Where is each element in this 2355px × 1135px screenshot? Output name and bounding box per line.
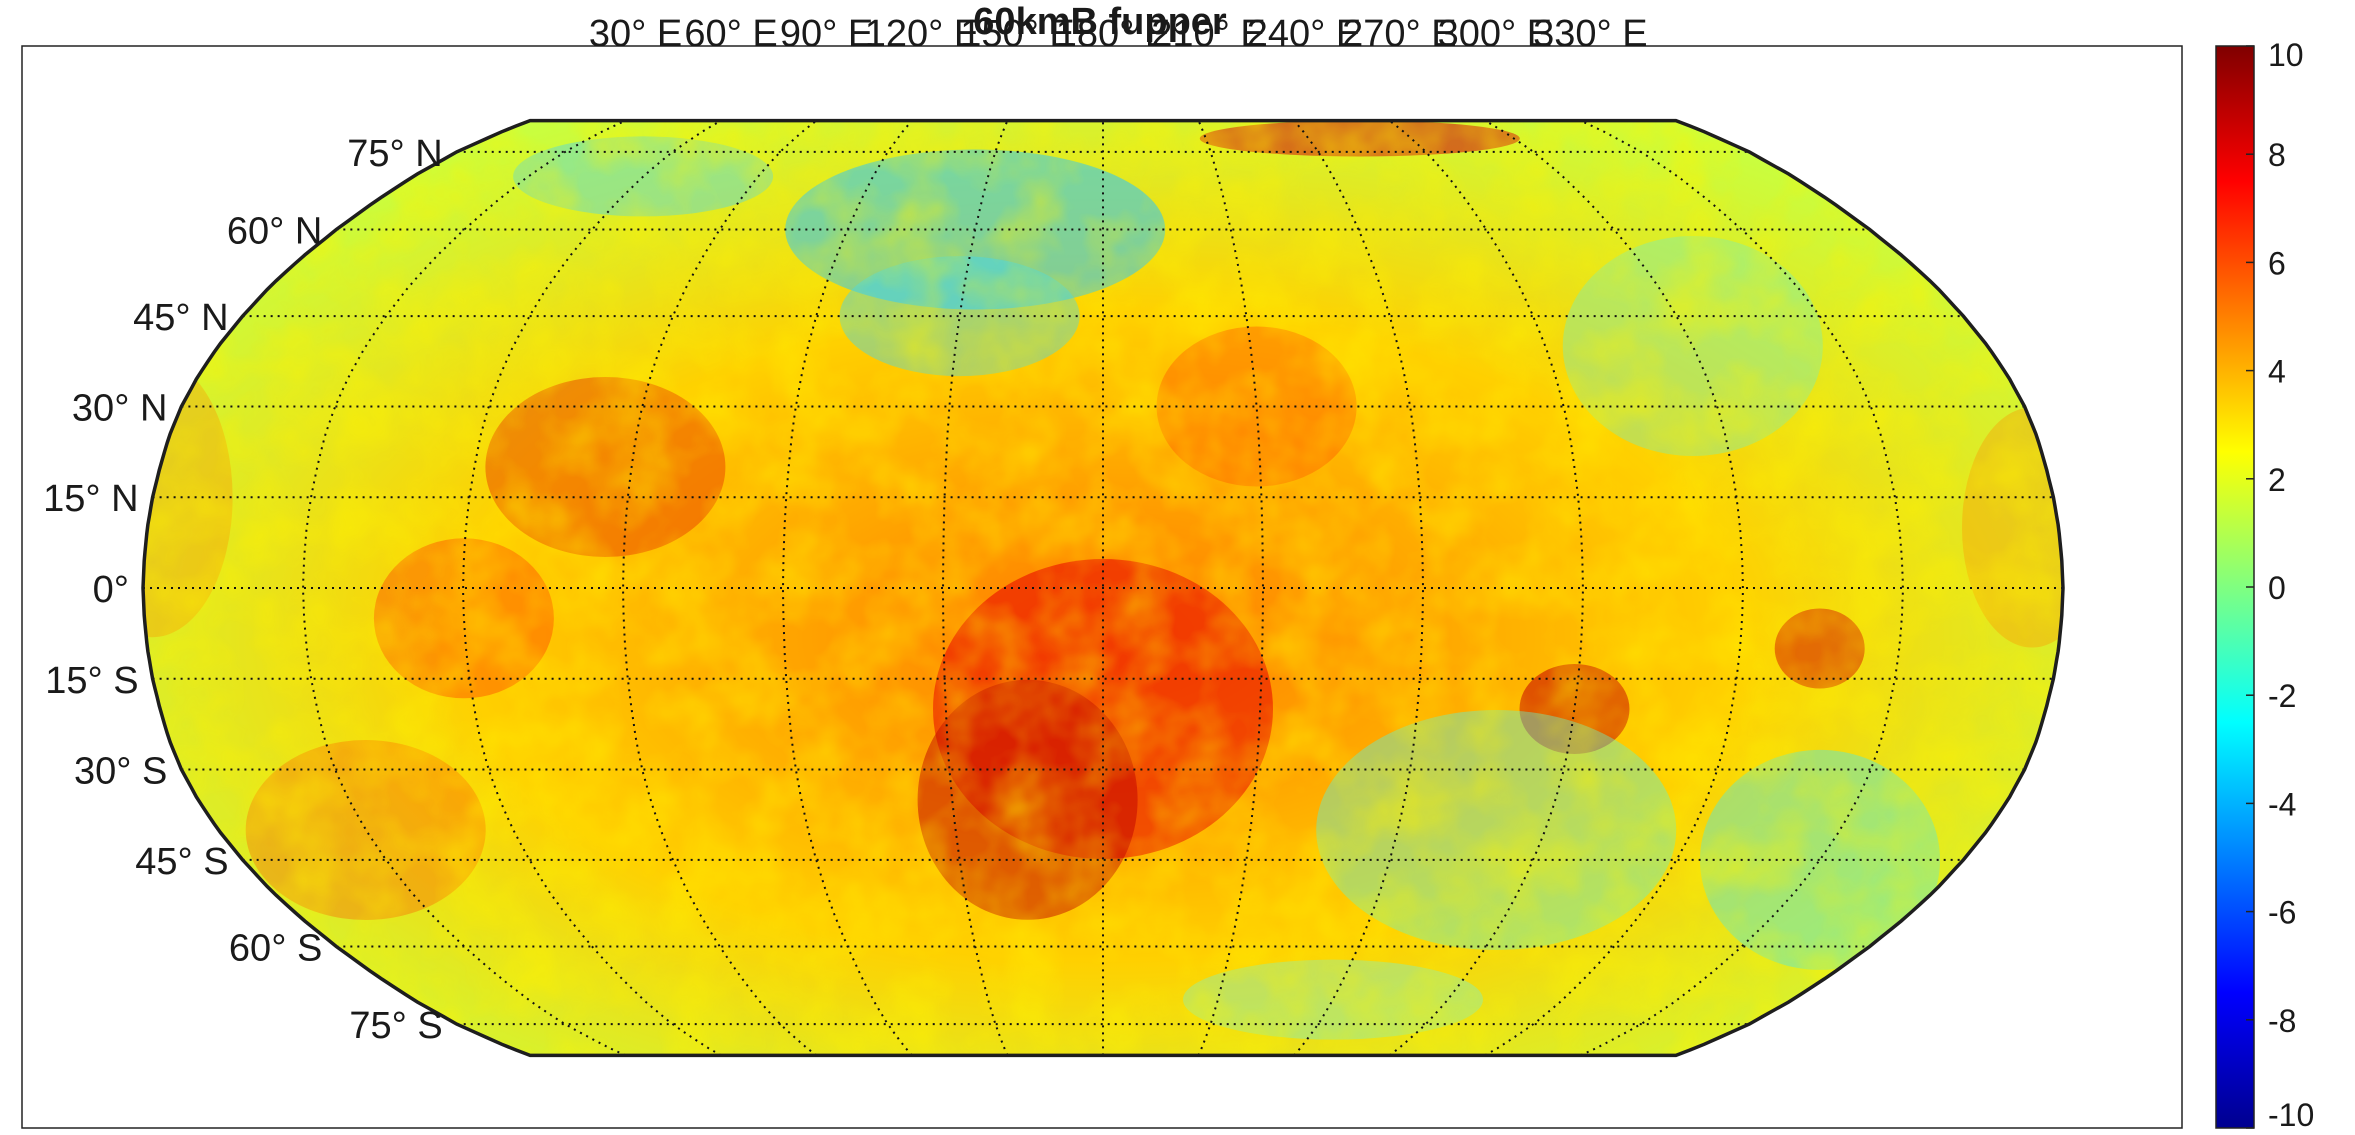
longitude-label: 30° E xyxy=(589,13,682,55)
figure-title: 60kmB fupper xyxy=(973,1,1227,43)
longitude-label: 120° E xyxy=(865,13,980,55)
latitude-label: 30° S xyxy=(74,751,167,793)
longitude-label: 180° E xyxy=(1056,13,1171,55)
meridian-line xyxy=(1579,119,1904,1057)
colorbar-ticks: 10 8 6 4 2 0 -2 -4 -6 -8 -10 xyxy=(2246,37,2314,1133)
latitude-label: 75° N xyxy=(347,133,442,175)
colorbar-tick-label: -6 xyxy=(2268,895,2296,931)
longitude-label: 60° E xyxy=(684,13,777,55)
meridian-line xyxy=(1388,119,1584,1057)
axes-frame xyxy=(21,45,2183,1129)
colorbar-tick-label: 2 xyxy=(2268,462,2286,498)
longitude-label: 240° E xyxy=(1247,13,1362,55)
meridian-line xyxy=(1197,120,1265,1056)
latitude-label: 0° xyxy=(93,569,129,611)
colorbar-tick-label: 6 xyxy=(2268,245,2286,281)
longitude-label: 210° E xyxy=(1151,13,1266,55)
meridian-line xyxy=(622,119,818,1057)
colorbar-tick-label: -8 xyxy=(2268,1003,2296,1039)
colorbar-tick-label: 10 xyxy=(2268,37,2304,73)
meridian-line xyxy=(781,119,913,1057)
latitude-labels: 75° N 60° N 45° N 30° N 15° N 0° 15° S 30° S 45°… xyxy=(43,133,443,1047)
longitude-label: 330° E xyxy=(1533,13,1648,55)
latitude-label: 45° S xyxy=(135,841,228,883)
latitude-label: 15° S xyxy=(45,660,138,702)
meridian-line xyxy=(941,120,1009,1056)
colorbar-tick-label: 0 xyxy=(2268,570,2286,606)
meridian-line xyxy=(1293,119,1425,1057)
colorbar: 10 8 6 4 2 0 -2 -4 -6 -8 -10 xyxy=(2215,37,2314,1133)
longitude-label: 300° E xyxy=(1438,13,1553,55)
longitude-label: 270° E xyxy=(1342,13,1457,55)
colorbar-tick-label: 4 xyxy=(2268,354,2286,390)
longitude-label: 90° E xyxy=(780,13,873,55)
graticule xyxy=(143,119,2063,1057)
meridian-line xyxy=(302,119,627,1057)
colorbar-tick-label: -10 xyxy=(2268,1097,2314,1133)
longitude-label: 150° E xyxy=(960,13,1075,55)
latitude-label: 30° N xyxy=(72,388,167,430)
latitude-label: 60° N xyxy=(227,211,322,253)
colorbar-tick-label: -2 xyxy=(2268,678,2296,714)
latitude-label: 45° N xyxy=(133,297,228,339)
map-field xyxy=(143,120,2063,1056)
colorbar-tick-label: 8 xyxy=(2268,137,2286,173)
globe-outline xyxy=(141,118,2065,1058)
latitude-label: 15° N xyxy=(43,478,138,520)
colorbar-tick-label: -4 xyxy=(2268,786,2296,822)
latitude-label: 60° S xyxy=(229,928,322,970)
latitude-label: 75° S xyxy=(349,1005,442,1047)
